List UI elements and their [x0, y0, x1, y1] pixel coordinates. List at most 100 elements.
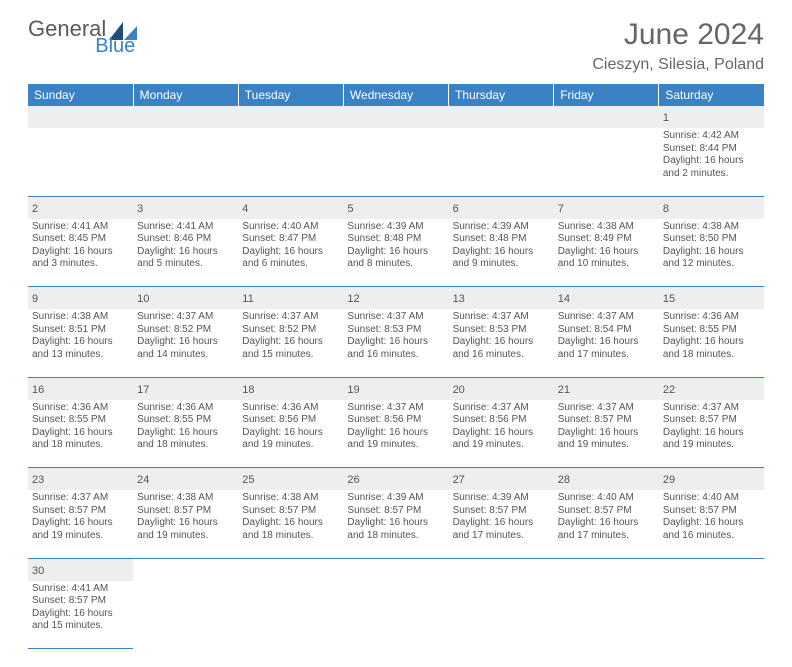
- sunset-line: Sunset: 8:56 PM: [347, 414, 444, 427]
- day1-line: Daylight: 16 hours: [242, 336, 339, 349]
- day-number-cell: [343, 558, 448, 581]
- day2-line: and 3 minutes.: [32, 258, 129, 271]
- sunset-line: Sunset: 8:56 PM: [453, 414, 550, 427]
- day-number: 9: [32, 293, 38, 305]
- title-block: June 2024 Cieszyn, Silesia, Poland: [592, 18, 764, 74]
- sun-info: Sunrise: 4:38 AMSunset: 8:50 PMDaylight:…: [663, 221, 760, 271]
- day1-line: Daylight: 16 hours: [453, 427, 550, 440]
- day-content-cell: Sunrise: 4:41 AMSunset: 8:45 PMDaylight:…: [28, 219, 133, 287]
- day2-line: and 19 minutes.: [32, 530, 129, 543]
- day-content-cell: Sunrise: 4:36 AMSunset: 8:56 PMDaylight:…: [238, 400, 343, 468]
- day-number: 28: [558, 474, 570, 486]
- weekday-header: Sunday: [28, 84, 133, 106]
- sunrise-line: Sunrise: 4:41 AM: [32, 583, 129, 596]
- sun-info: Sunrise: 4:41 AMSunset: 8:46 PMDaylight:…: [137, 221, 234, 271]
- sunset-line: Sunset: 8:57 PM: [137, 505, 234, 518]
- day2-line: and 6 minutes.: [242, 258, 339, 271]
- sun-info: Sunrise: 4:37 AMSunset: 8:53 PMDaylight:…: [347, 311, 444, 361]
- day-content-cell: Sunrise: 4:37 AMSunset: 8:57 PMDaylight:…: [659, 400, 764, 468]
- day-content-cell: Sunrise: 4:36 AMSunset: 8:55 PMDaylight:…: [28, 400, 133, 468]
- day-number-cell: 7: [554, 196, 659, 219]
- day-content-cell: [449, 581, 554, 649]
- daynum-row: 2345678: [28, 196, 764, 219]
- sun-info: Sunrise: 4:42 AMSunset: 8:44 PMDaylight:…: [663, 130, 760, 180]
- day-number: 16: [32, 384, 44, 396]
- sunset-line: Sunset: 8:55 PM: [137, 414, 234, 427]
- sun-info: Sunrise: 4:37 AMSunset: 8:57 PMDaylight:…: [663, 402, 760, 452]
- sun-info: Sunrise: 4:38 AMSunset: 8:51 PMDaylight:…: [32, 311, 129, 361]
- day-number-cell: 15: [659, 287, 764, 310]
- day-content-cell: Sunrise: 4:37 AMSunset: 8:56 PMDaylight:…: [449, 400, 554, 468]
- day-number-cell: [28, 106, 133, 128]
- sunset-line: Sunset: 8:46 PM: [137, 233, 234, 246]
- sunrise-line: Sunrise: 4:36 AM: [32, 402, 129, 415]
- day1-line: Daylight: 16 hours: [558, 427, 655, 440]
- day-content-cell: Sunrise: 4:39 AMSunset: 8:57 PMDaylight:…: [449, 490, 554, 558]
- day1-line: Daylight: 16 hours: [242, 246, 339, 259]
- logo: GeneralBlue: [28, 18, 137, 56]
- sun-info: Sunrise: 4:38 AMSunset: 8:57 PMDaylight:…: [137, 492, 234, 542]
- sunset-line: Sunset: 8:55 PM: [32, 414, 129, 427]
- sun-info: Sunrise: 4:40 AMSunset: 8:47 PMDaylight:…: [242, 221, 339, 271]
- day2-line: and 16 minutes.: [347, 349, 444, 362]
- sun-info: Sunrise: 4:36 AMSunset: 8:55 PMDaylight:…: [663, 311, 760, 361]
- day-number: 11: [242, 293, 253, 305]
- day2-line: and 2 minutes.: [663, 168, 760, 181]
- day2-line: and 18 minutes.: [663, 349, 760, 362]
- day-content-cell: Sunrise: 4:40 AMSunset: 8:47 PMDaylight:…: [238, 219, 343, 287]
- day-number: 2: [32, 203, 38, 215]
- sunrise-line: Sunrise: 4:40 AM: [663, 492, 760, 505]
- day1-line: Daylight: 16 hours: [32, 608, 129, 621]
- sunset-line: Sunset: 8:57 PM: [32, 595, 129, 608]
- day-content-cell: Sunrise: 4:37 AMSunset: 8:57 PMDaylight:…: [28, 490, 133, 558]
- day-content-cell: [449, 128, 554, 196]
- sunset-line: Sunset: 8:56 PM: [242, 414, 339, 427]
- day2-line: and 18 minutes.: [137, 439, 234, 452]
- daynum-row: 9101112131415: [28, 287, 764, 310]
- weekday-header: Monday: [133, 84, 238, 106]
- day-content-row: Sunrise: 4:36 AMSunset: 8:55 PMDaylight:…: [28, 400, 764, 468]
- day1-line: Daylight: 16 hours: [453, 517, 550, 530]
- day1-line: Daylight: 16 hours: [558, 336, 655, 349]
- day1-line: Daylight: 16 hours: [137, 427, 234, 440]
- sunrise-line: Sunrise: 4:37 AM: [558, 402, 655, 415]
- day1-line: Daylight: 16 hours: [453, 336, 550, 349]
- day-number: 18: [242, 384, 254, 396]
- day-content-cell: [343, 581, 448, 649]
- day1-line: Daylight: 16 hours: [347, 246, 444, 259]
- day1-line: Daylight: 16 hours: [663, 246, 760, 259]
- day-number: 24: [137, 474, 149, 486]
- day-number-cell: [238, 558, 343, 581]
- sun-info: Sunrise: 4:37 AMSunset: 8:57 PMDaylight:…: [558, 402, 655, 452]
- day1-line: Daylight: 16 hours: [347, 336, 444, 349]
- weekday-header: Thursday: [449, 84, 554, 106]
- sunrise-line: Sunrise: 4:38 AM: [32, 311, 129, 324]
- day-content-cell: [238, 128, 343, 196]
- sunrise-line: Sunrise: 4:39 AM: [453, 492, 550, 505]
- day-content-row: Sunrise: 4:42 AMSunset: 8:44 PMDaylight:…: [28, 128, 764, 196]
- day-number-cell: [133, 106, 238, 128]
- day2-line: and 19 minutes.: [558, 439, 655, 452]
- day2-line: and 14 minutes.: [137, 349, 234, 362]
- day-number: 8: [663, 203, 669, 215]
- day-content-cell: Sunrise: 4:38 AMSunset: 8:57 PMDaylight:…: [133, 490, 238, 558]
- sun-info: Sunrise: 4:37 AMSunset: 8:57 PMDaylight:…: [32, 492, 129, 542]
- sunset-line: Sunset: 8:47 PM: [242, 233, 339, 246]
- day-number-cell: 25: [238, 468, 343, 491]
- day1-line: Daylight: 16 hours: [242, 517, 339, 530]
- sun-info: Sunrise: 4:39 AMSunset: 8:48 PMDaylight:…: [347, 221, 444, 271]
- weekday-header: Wednesday: [343, 84, 448, 106]
- day-number-cell: 11: [238, 287, 343, 310]
- daynum-row: 23242526272829: [28, 468, 764, 491]
- day-number-cell: 23: [28, 468, 133, 491]
- sun-info: Sunrise: 4:38 AMSunset: 8:49 PMDaylight:…: [558, 221, 655, 271]
- daynum-row: 30: [28, 558, 764, 581]
- day-number-cell: 24: [133, 468, 238, 491]
- day-number: 7: [558, 203, 564, 215]
- day-number: 25: [242, 474, 254, 486]
- daynum-row: 16171819202122: [28, 377, 764, 400]
- sunset-line: Sunset: 8:53 PM: [347, 324, 444, 337]
- sunset-line: Sunset: 8:57 PM: [558, 414, 655, 427]
- weekday-header-row: SundayMondayTuesdayWednesdayThursdayFrid…: [28, 84, 764, 106]
- day-number-cell: 10: [133, 287, 238, 310]
